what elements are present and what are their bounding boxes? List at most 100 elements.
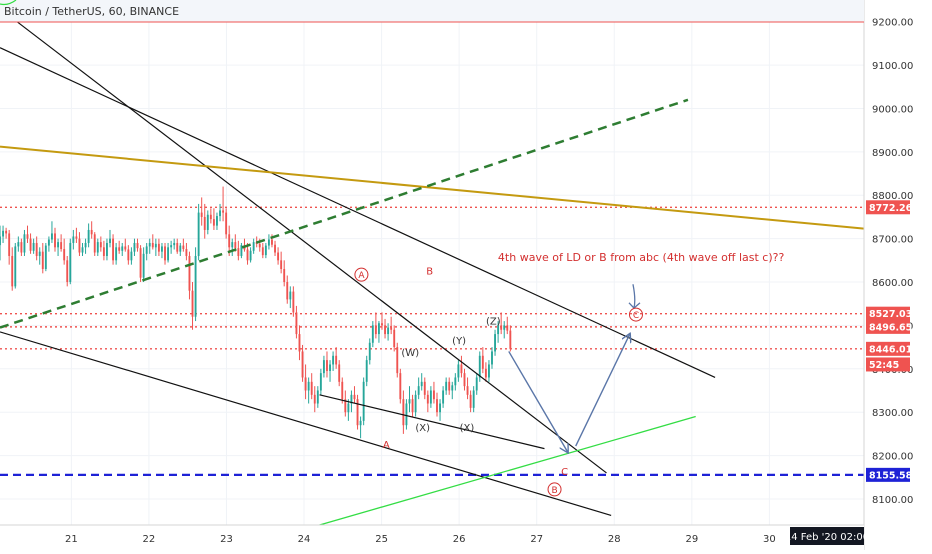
candle-body <box>115 247 118 261</box>
candle-body <box>509 330 512 349</box>
candle <box>26 225 29 243</box>
candle-body <box>301 351 304 378</box>
candle-body <box>451 385 454 391</box>
candle <box>362 377 365 426</box>
candle-body <box>11 255 14 287</box>
trend-line[interactable] <box>319 415 696 526</box>
candle <box>429 386 432 408</box>
y-tick-label: 8100.00 <box>872 495 913 506</box>
candle-body <box>176 242 179 252</box>
candle <box>267 234 270 250</box>
time-axis[interactable]: 21 22 23 24 25 26 27 28 29 30 <box>0 524 864 550</box>
price-label-text: 52:45 <box>869 360 899 371</box>
candle <box>426 390 429 413</box>
candle <box>423 377 426 400</box>
candle <box>347 399 350 421</box>
candle-body <box>292 291 295 313</box>
candle-body <box>66 260 69 283</box>
candle <box>154 238 157 256</box>
trend-line[interactable] <box>0 8 607 474</box>
candle <box>20 238 23 256</box>
wave-label: (X) <box>460 423 475 434</box>
price-label: 8527.03 <box>866 306 912 321</box>
candle-body <box>157 243 160 252</box>
candle <box>72 229 75 250</box>
candle-body <box>326 360 328 371</box>
candle-body <box>219 210 221 217</box>
projection-path[interactable] <box>508 284 641 452</box>
candle <box>313 386 316 413</box>
candle-body <box>145 246 148 254</box>
candle-body <box>338 364 341 382</box>
candle <box>81 242 84 256</box>
candle <box>176 238 179 254</box>
candle <box>481 347 484 374</box>
candle-body <box>436 399 438 413</box>
candle-body <box>353 394 356 400</box>
candle-body <box>63 249 66 261</box>
candle-body <box>310 381 313 395</box>
y-tick-label: 8700.00 <box>872 235 913 246</box>
candle-body <box>249 250 252 261</box>
candle <box>60 234 63 252</box>
candle-body <box>384 325 386 335</box>
candle-body <box>469 394 472 408</box>
candle <box>335 347 338 369</box>
candle <box>2 225 5 243</box>
y-tick-label: 9000.00 <box>872 104 913 115</box>
candle-body <box>417 386 420 395</box>
x-tick-label: 23 <box>220 534 233 545</box>
trend-line[interactable] <box>319 394 545 450</box>
candle-body <box>332 355 335 365</box>
candle <box>203 203 206 239</box>
candle <box>142 247 145 283</box>
candle <box>14 242 17 289</box>
candle <box>457 360 460 382</box>
candle <box>506 316 509 335</box>
candle-body <box>368 342 371 361</box>
wave-label: (W) <box>401 348 419 359</box>
candle-body <box>271 239 273 245</box>
candle-body <box>356 399 359 426</box>
price-axis[interactable]: 9200.00 9100.00 9000.00 8900.00 8800.00 8700.… <box>863 0 932 550</box>
candle-body <box>32 242 35 251</box>
price-label-box <box>866 467 910 482</box>
price-label: 8446.01 <box>866 341 912 356</box>
candle <box>185 242 188 261</box>
trend-line[interactable] <box>0 47 716 379</box>
projection-arrow-down[interactable] <box>508 351 568 452</box>
candle <box>167 242 170 263</box>
candle <box>381 312 383 330</box>
candle-body <box>161 246 163 252</box>
candle-body <box>402 399 405 426</box>
candle-body <box>454 377 457 386</box>
candle <box>148 238 151 254</box>
candle-body <box>188 255 191 291</box>
wave-label: (Z) <box>486 317 501 328</box>
candle <box>451 381 454 400</box>
trend-lines[interactable] <box>0 8 865 526</box>
candle-body <box>484 368 487 378</box>
candle <box>442 386 445 408</box>
candle-body <box>8 233 11 256</box>
candle-body <box>396 347 399 374</box>
trend-line[interactable] <box>0 145 865 230</box>
candle-body <box>173 242 176 246</box>
candle-body <box>35 242 38 256</box>
candle-body <box>81 247 84 253</box>
candle-body <box>371 325 374 343</box>
trend-line[interactable] <box>0 98 689 329</box>
projection-arrow-up[interactable] <box>575 334 630 447</box>
candle-body <box>29 238 32 251</box>
candle <box>405 399 408 430</box>
candle <box>377 321 380 343</box>
price-label-text: 8527.03 <box>869 309 912 320</box>
candle-body <box>387 327 390 335</box>
candle <box>212 208 215 230</box>
candle <box>329 360 331 382</box>
candle-body <box>429 390 432 404</box>
y-tick-label: 8800.00 <box>872 191 913 202</box>
trend-line[interactable] <box>0 331 612 517</box>
